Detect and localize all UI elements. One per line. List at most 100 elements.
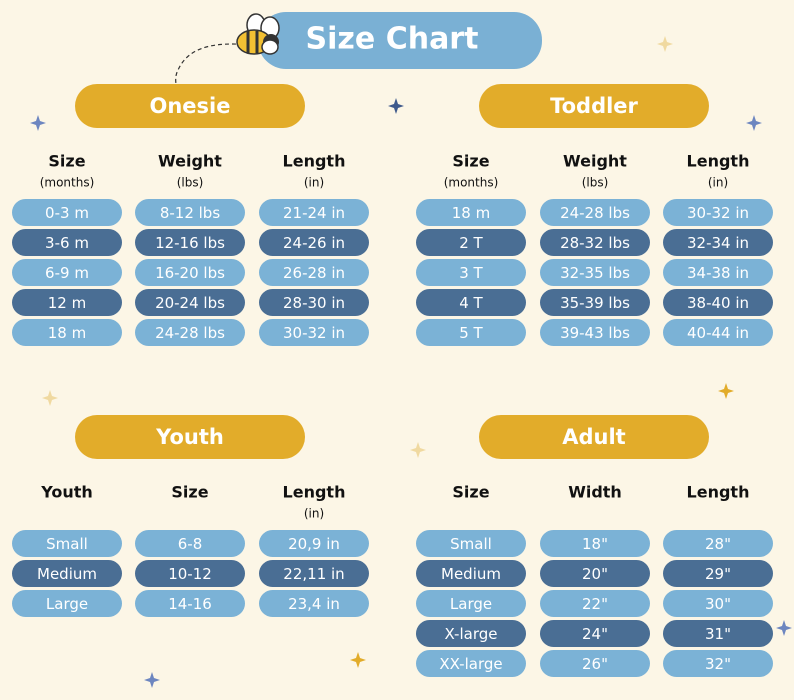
- cell-text: Large: [46, 595, 88, 613]
- section-title: Adult: [562, 425, 625, 449]
- cell-pill: [416, 289, 526, 316]
- column-unit: (lbs): [582, 176, 609, 190]
- cell-pill: [12, 560, 122, 587]
- cell-text: 34-38 in: [687, 264, 749, 282]
- cell-text: 20,9 in: [288, 535, 340, 553]
- cell-text: 28": [705, 535, 731, 553]
- cell-pill: [663, 229, 773, 256]
- cell-pill: [135, 289, 245, 316]
- sparkles: [42, 36, 734, 668]
- cell-text: 3 T: [459, 264, 483, 282]
- section-pill: [75, 415, 305, 459]
- cell-text: 6-8: [178, 535, 203, 553]
- section-title: Toddler: [550, 94, 638, 118]
- cell-pill: [663, 289, 773, 316]
- cell-text: 22,11 in: [283, 565, 344, 583]
- cell-text: 18 m: [452, 204, 490, 222]
- cell-pill: [12, 530, 122, 557]
- cell-text: 20-24 lbs: [155, 294, 225, 312]
- cell-text: 3-6 m: [45, 234, 89, 252]
- cell-text: 32": [705, 655, 731, 673]
- cell-pill: [12, 590, 122, 617]
- cell-text: 4 T: [459, 294, 483, 312]
- column-unit: (months): [444, 176, 499, 190]
- cell-text: Small: [46, 535, 88, 553]
- column-unit: (in): [304, 507, 324, 521]
- cell-pill: [416, 620, 526, 647]
- cell-text: 20": [582, 565, 608, 583]
- cell-text: 40-44 in: [687, 324, 749, 342]
- cell-pill: [663, 530, 773, 557]
- cell-text: 26-28 in: [283, 264, 345, 282]
- cell-text: Medium: [37, 565, 97, 583]
- cell-pill: [540, 650, 650, 677]
- cell-text: 0-3 m: [45, 204, 89, 222]
- cell-text: 10-12: [168, 565, 212, 583]
- cell-text: 6-9 m: [45, 264, 89, 282]
- cell-pill: [135, 199, 245, 226]
- cell-pill: [540, 590, 650, 617]
- cell-pill: [12, 259, 122, 286]
- cell-pill: [135, 259, 245, 286]
- cell-text: 39-43 lbs: [560, 324, 630, 342]
- column-header: Length: [687, 152, 750, 171]
- cell-pill: [416, 229, 526, 256]
- column-header: Size: [171, 483, 208, 502]
- cell-pill: [663, 199, 773, 226]
- cell-pill: [259, 229, 369, 256]
- cell-pill: [12, 289, 122, 316]
- sparkles-blue: [30, 98, 792, 688]
- cell-pill: [540, 199, 650, 226]
- cell-pill: [259, 259, 369, 286]
- cell-pill: [540, 289, 650, 316]
- cell-pill: [663, 590, 773, 617]
- cell-pill: [663, 259, 773, 286]
- cell-text: 24-28 lbs: [560, 204, 630, 222]
- cell-pill: [540, 319, 650, 346]
- cell-pill: [259, 530, 369, 557]
- column-unit: (months): [40, 176, 95, 190]
- cell-pill: [135, 319, 245, 346]
- cell-text: 30": [705, 595, 731, 613]
- cell-pill: [12, 229, 122, 256]
- cell-pill: [416, 590, 526, 617]
- cell-text: 30-32 in: [687, 204, 749, 222]
- cell-text: 18 m: [48, 324, 86, 342]
- column-header: Length: [283, 152, 346, 171]
- title: Size Chart: [306, 22, 479, 57]
- cell-text: 24-26 in: [283, 234, 345, 252]
- column-header: Size: [48, 152, 85, 171]
- cell-pill: [259, 319, 369, 346]
- cell-text: 32-35 lbs: [560, 264, 630, 282]
- column-header: Weight: [563, 152, 627, 171]
- title-pill: [258, 12, 542, 69]
- column-unit: (in): [304, 176, 324, 190]
- section-title: Youth: [155, 425, 224, 449]
- cell-pill: [12, 319, 122, 346]
- cell-pill: [259, 199, 369, 226]
- cell-text: 14-16: [168, 595, 212, 613]
- section-pill: [479, 84, 709, 128]
- cell-text: 2 T: [459, 234, 483, 252]
- cell-text: 21-24 in: [283, 204, 345, 222]
- cell-pill: [540, 229, 650, 256]
- cell-text: 24": [582, 625, 608, 643]
- cell-pill: [416, 199, 526, 226]
- column-header: Youth: [40, 483, 93, 502]
- column-unit: (lbs): [177, 176, 204, 190]
- cell-text: 16-20 lbs: [155, 264, 225, 282]
- cell-text: Large: [450, 595, 492, 613]
- column-header: Size: [452, 483, 489, 502]
- section-pill: [75, 84, 305, 128]
- cell-pill: [663, 560, 773, 587]
- cell-pill: [540, 530, 650, 557]
- cell-pill: [416, 530, 526, 557]
- cell-text: 26": [582, 655, 608, 673]
- cell-text: 23,4 in: [288, 595, 340, 613]
- column-header: Length: [687, 483, 750, 502]
- cell-pill: [416, 319, 526, 346]
- column-header: Width: [568, 483, 622, 502]
- cell-pill: [259, 289, 369, 316]
- cell-text: 5 T: [459, 324, 483, 342]
